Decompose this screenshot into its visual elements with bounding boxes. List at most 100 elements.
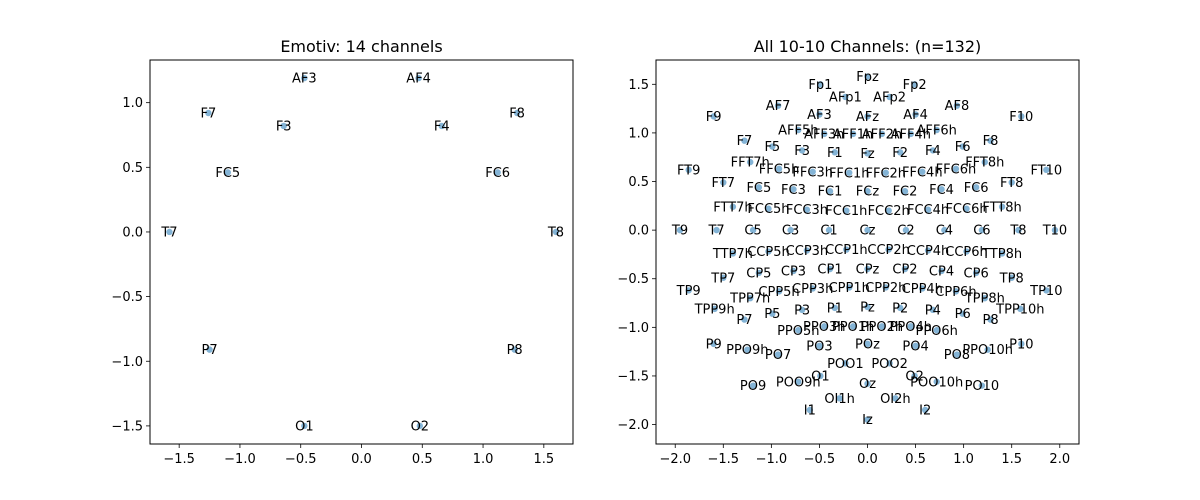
channel-label: PPO9h xyxy=(726,343,768,358)
chart-title: All 10-10 Channels: (n=132) xyxy=(754,37,982,56)
channel-label: CCP2h xyxy=(867,243,910,258)
channel-point-P7 xyxy=(206,346,213,353)
channel-label: FT9 xyxy=(677,163,700,178)
channel-label: FC2 xyxy=(893,185,918,200)
channel-point-Cz xyxy=(864,226,871,234)
channel-point-FC5 xyxy=(755,184,763,191)
channel-label: PO8 xyxy=(944,348,970,363)
channel-label: PO9 xyxy=(740,379,766,394)
channel-label: F3 xyxy=(794,144,810,159)
channel-point-P1 xyxy=(831,304,839,312)
channel-label: T8 xyxy=(1009,224,1026,239)
channel-point-CCP2h xyxy=(885,246,892,253)
channel-point-FFC2h xyxy=(882,169,889,176)
channel-label: C4 xyxy=(936,224,953,239)
channel-point-P6 xyxy=(959,310,966,317)
channel-label: F4 xyxy=(434,119,450,134)
y-tick-label: 1.5 xyxy=(628,78,649,93)
channel-label: FT10 xyxy=(1030,163,1062,178)
channel-point-TP9 xyxy=(685,287,692,294)
channel-label: P8 xyxy=(982,313,998,328)
channel-point-CPP4h xyxy=(919,285,926,292)
channel-point-I1 xyxy=(806,406,814,414)
channel-point-FCC3h xyxy=(803,206,811,213)
y-tick-label: −1.5 xyxy=(111,419,143,434)
channel-point-AF4 xyxy=(415,74,422,82)
channel-label: F5 xyxy=(764,140,780,155)
channel-label: C2 xyxy=(897,224,914,239)
channel-point-FT7 xyxy=(720,179,727,186)
channel-label: FCC4h xyxy=(907,203,949,218)
channel-label: PO4 xyxy=(902,339,928,354)
channel-label: TTP8h xyxy=(981,247,1022,262)
channel-label: C5 xyxy=(744,224,761,239)
channel-label: CPP2h xyxy=(865,281,906,296)
channel-label: PPO10h xyxy=(962,343,1013,358)
channel-label: P3 xyxy=(794,303,810,318)
channel-label: TPP10h xyxy=(995,302,1044,317)
channel-point-Iz xyxy=(864,416,871,423)
channel-label: P7 xyxy=(736,313,752,328)
channel-point-P7 xyxy=(741,316,748,323)
channel-label: AF7 xyxy=(766,99,791,114)
channel-point-O1 xyxy=(817,372,824,380)
channel-label: CPP3h xyxy=(792,282,833,297)
channel-point-C1 xyxy=(825,226,833,234)
x-tick-label: 2.0 xyxy=(1049,452,1070,467)
channel-point-Fp1 xyxy=(817,81,824,88)
x-tick-label: −1.5 xyxy=(708,452,740,467)
channel-label: TP8 xyxy=(999,271,1024,286)
channel-label: F10 xyxy=(1009,110,1033,125)
channel-label: POO9h xyxy=(776,375,821,390)
channel-label: AF3 xyxy=(292,72,317,87)
channel-label: FCC5h xyxy=(747,202,789,217)
channel-point-PPO5h xyxy=(795,327,802,334)
channel-point-F4 xyxy=(438,122,445,130)
channel-point-F6 xyxy=(959,143,966,150)
channel-label: P7 xyxy=(201,343,217,358)
channel-label: POO2 xyxy=(871,357,908,372)
channel-point-PPO1h xyxy=(849,323,857,330)
x-tick-label: 0.5 xyxy=(905,452,926,467)
channel-label: AFp2 xyxy=(873,90,906,105)
channel-label: FCC1h xyxy=(825,204,867,219)
x-tick-label: 1.5 xyxy=(1001,452,1022,467)
channel-label: AFF2h xyxy=(862,127,902,142)
channel-label: F6 xyxy=(955,140,971,155)
channel-point-F5 xyxy=(769,143,776,150)
channel-point-T8 xyxy=(552,228,560,236)
channel-label: F8 xyxy=(983,134,999,149)
channel-label: FCC2h xyxy=(868,204,910,219)
channel-label: F9 xyxy=(706,110,722,125)
channel-label: TP7 xyxy=(710,271,735,286)
channel-label: Iz xyxy=(862,413,873,428)
channel-label: O1 xyxy=(811,369,830,384)
channel-point-I2 xyxy=(921,406,929,414)
channel-label: P8 xyxy=(507,343,523,358)
channel-point-FCC4h xyxy=(924,206,932,213)
channel-point-PO7 xyxy=(774,351,782,358)
channel-point-POO1 xyxy=(842,360,849,367)
channel-label: CP1 xyxy=(817,263,842,278)
x-tick-label: −2.0 xyxy=(659,452,691,467)
channel-point-TPP9h xyxy=(711,305,718,313)
y-tick-label: −0.5 xyxy=(111,290,143,305)
channel-label: AFF3h xyxy=(804,127,844,142)
channel-point-F3 xyxy=(280,122,287,130)
y-tick-label: 0.0 xyxy=(628,224,649,239)
channel-point-PO3 xyxy=(816,342,823,350)
channel-point-TP10 xyxy=(1043,287,1050,294)
channel-label: F2 xyxy=(892,146,908,161)
channel-point-FC4 xyxy=(938,186,945,193)
channel-point-F3 xyxy=(798,147,806,154)
channel-point-AFF3h xyxy=(821,130,828,138)
channel-point-F7 xyxy=(741,137,748,144)
channel-point-PO10 xyxy=(978,382,986,389)
channel-label: F7 xyxy=(200,107,216,122)
channel-point-F2 xyxy=(896,149,904,156)
channel-point-AF3 xyxy=(301,74,308,82)
channel-label: I1 xyxy=(804,403,816,418)
channel-label: T8 xyxy=(547,225,564,240)
channel-label: CPz xyxy=(856,263,880,278)
y-tick-label: 1.0 xyxy=(122,96,143,111)
